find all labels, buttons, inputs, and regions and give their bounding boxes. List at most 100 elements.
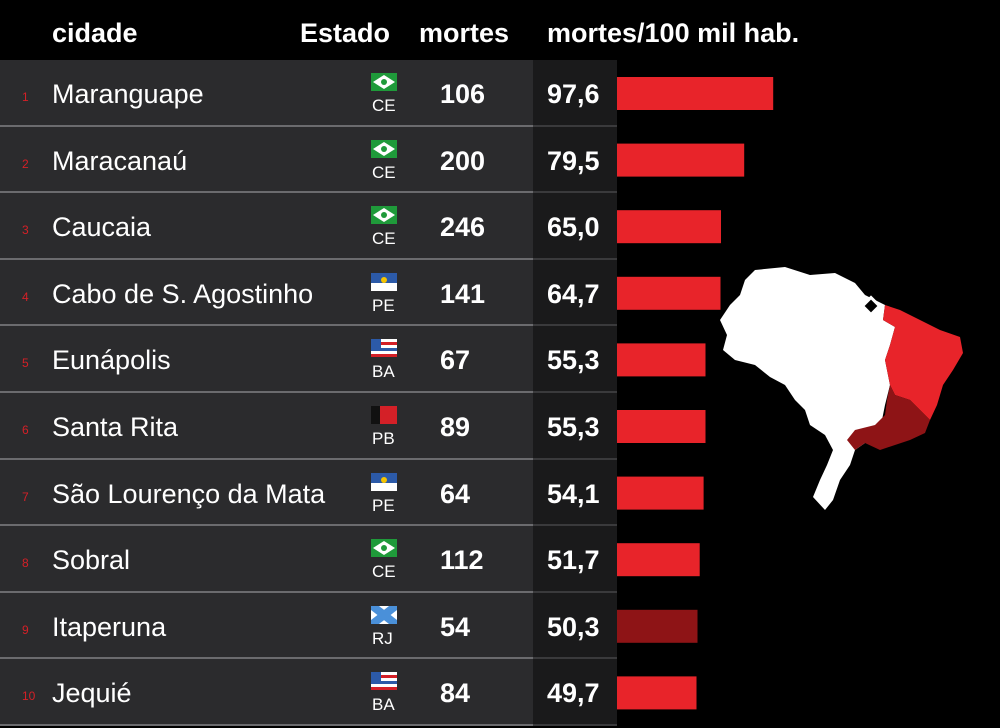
row-rate: 50,3: [547, 611, 600, 642]
rate-cell-background: [533, 526, 617, 593]
row-deaths: 200: [440, 145, 486, 176]
rate-cell-background: [533, 592, 617, 660]
table-row: 1 Maranguape CE 106 97,6: [0, 60, 1000, 127]
rate-bar: [617, 343, 706, 377]
row-rate: 55,3: [547, 412, 600, 442]
row-city: São Lourenço da Mata: [52, 478, 326, 509]
rate-cell-background: [533, 393, 617, 460]
rate-cell-background: [533, 259, 617, 327]
row-deaths: 106: [440, 79, 486, 109]
row-background: [0, 193, 533, 260]
row-city: Jequié: [52, 678, 132, 709]
row-state: BA: [372, 362, 395, 382]
row-city: Sobral: [52, 545, 131, 576]
row-city: Santa Rita: [52, 412, 179, 442]
table-row: 10 Jequié BA 84 49,7: [0, 659, 1000, 726]
ce-flag-icon: [371, 73, 397, 91]
row-background: [0, 60, 533, 127]
row-state: CE: [372, 562, 396, 582]
row-rank: 9: [22, 622, 29, 637]
rate-cell-background: [533, 659, 617, 726]
row-rank: 6: [22, 423, 29, 437]
rate-bar: [617, 77, 774, 110]
rate-bar: [617, 609, 698, 643]
ce-flag-icon: [371, 539, 397, 558]
ba-flag-icon: [371, 339, 397, 358]
row-rank: 1: [22, 90, 29, 104]
table-row: 8 Sobral CE 112 51,7: [0, 526, 1000, 593]
row-rank: 5: [22, 356, 29, 371]
table-row: 4 Cabo de S. Agostinho PE 141 64,7: [0, 259, 1000, 327]
table-row: 7 São Lourenço da Mata PE 64 54,1: [0, 459, 1000, 527]
row-state: PB: [372, 429, 395, 448]
rate-cell-background: [533, 326, 617, 393]
table-row: 5 Eunápolis BA 67 55,3: [0, 326, 1000, 393]
rate-bar: [617, 276, 721, 310]
ce-flag-icon: [371, 206, 397, 225]
brazil-map-icon: [720, 267, 963, 510]
row-rank: 3: [22, 223, 29, 238]
rate-bar: [617, 543, 700, 577]
row-background: [0, 459, 533, 527]
row-rate: 54,1: [547, 478, 600, 509]
row-rate: 64,7: [547, 278, 600, 309]
row-rank: 10: [22, 689, 36, 704]
row-rank: 7: [22, 489, 29, 504]
row-rate: 55,3: [547, 345, 600, 376]
rate-bar: [617, 210, 721, 244]
row-state: CE: [372, 96, 396, 115]
pb-flag-icon: [371, 406, 397, 424]
row-deaths: 246: [440, 212, 486, 243]
rate-cell-background: [533, 459, 617, 527]
row-background: [0, 126, 533, 194]
row-rate: 49,7: [547, 678, 600, 709]
row-background: [0, 659, 533, 726]
row-background: [0, 393, 533, 460]
row-deaths: 112: [440, 545, 484, 576]
rate-cell-background: [533, 60, 617, 127]
row-deaths: 54: [440, 611, 471, 642]
row-deaths: 89: [440, 412, 471, 442]
table-row: 6 Santa Rita PB 89 55,3: [0, 393, 1000, 460]
row-deaths: 141: [440, 278, 486, 309]
row-deaths: 64: [440, 478, 471, 509]
row-rank: 8: [22, 556, 29, 571]
rate-bar: [617, 676, 697, 710]
row-city: Eunápolis: [52, 345, 171, 376]
row-state: CE: [372, 162, 396, 182]
row-background: [0, 259, 533, 327]
rate-cell-background: [533, 126, 617, 194]
row-background: [0, 326, 533, 393]
row-city: Itaperuna: [52, 611, 167, 642]
table-row: 9 Itaperuna RJ 54 50,3: [0, 592, 1000, 660]
rate-bar: [617, 476, 704, 510]
header-mortes: mortes: [419, 18, 510, 48]
row-rank: 2: [22, 156, 29, 171]
map-region-rest: [720, 267, 895, 510]
row-city: Caucaia: [52, 212, 152, 243]
table-header: cidade Estado mortes mortes/100 mil hab.: [0, 0, 1000, 62]
row-deaths: 67: [440, 345, 471, 376]
row-city: Cabo de S. Agostinho: [52, 278, 314, 309]
map-region-southeast: [847, 385, 930, 450]
row-background: [0, 592, 533, 660]
row-deaths: 84: [440, 678, 471, 709]
ce-flag-icon: [371, 139, 397, 158]
map-region-northeast: [883, 305, 963, 420]
row-rank: 4: [22, 289, 29, 304]
row-rate: 51,7: [547, 545, 600, 576]
rate-cell-background: [533, 193, 617, 260]
row-state: PE: [372, 295, 395, 315]
row-rate: 79,5: [547, 145, 600, 176]
row-background: [0, 526, 533, 593]
map-marker: [860, 295, 882, 317]
row-rate: 97,6: [547, 79, 600, 109]
header-rate: mortes/100 mil hab.: [547, 18, 800, 48]
row-state: RJ: [372, 628, 393, 648]
row-state: CE: [372, 229, 396, 249]
table-row: 2 Maracanaú CE 200 79,5: [0, 126, 1000, 194]
row-state: PE: [372, 495, 395, 515]
rate-bar: [617, 410, 706, 443]
ba-flag-icon: [371, 672, 397, 691]
